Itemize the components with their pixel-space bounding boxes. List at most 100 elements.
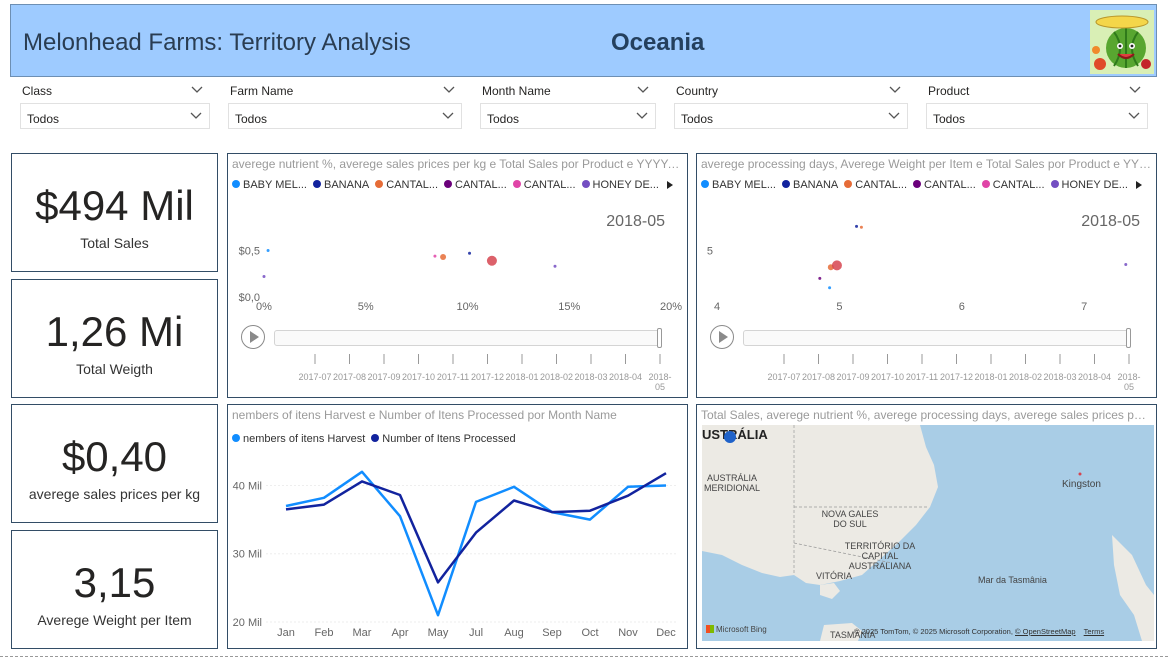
slicer-dropdown[interactable]: Todos <box>20 103 210 129</box>
legend-label: BANANA <box>324 179 370 191</box>
report-header: Melonhead Farms: Territory Analysis Ocea… <box>10 4 1157 77</box>
x-tick-label: 6 <box>959 301 965 313</box>
legend-item[interactable]: CANTAL... <box>512 179 576 191</box>
kpi-card-total-sales[interactable]: $494 Mil Total Sales <box>11 153 218 272</box>
legend-item[interactable]: BABY MEL... <box>232 179 307 191</box>
legend-dot <box>444 180 453 188</box>
legend-dot <box>782 180 790 188</box>
legend-item[interactable]: BANANA <box>313 179 369 191</box>
x-tick-label: Oct <box>581 627 598 639</box>
scatter-chart-nutrient-price[interactable]: averege nutrient %, averege sales prices… <box>227 153 688 398</box>
slicer-farm-name[interactable]: Farm Name Todos <box>228 82 462 130</box>
timeline-tick-label: 2017-10 <box>871 372 904 382</box>
x-tick-label: 7 <box>1081 301 1087 313</box>
map-label-state: AUSTRÁLIA MERIDIONAL <box>704 473 761 493</box>
x-tick-label: May <box>428 627 449 639</box>
slicer-label: Month Name <box>482 84 551 98</box>
legend-dot <box>512 180 521 188</box>
timeline-tick-label: 2017-11 <box>906 372 938 382</box>
timeline-tick-label: 2018-04 <box>1078 372 1111 382</box>
legend-next-arrow-icon[interactable] <box>1136 181 1142 189</box>
collapse-chevron-icon[interactable] <box>1128 83 1142 97</box>
legend-item[interactable]: CANTAL... <box>444 179 507 191</box>
collapse-chevron-icon[interactable] <box>888 83 902 97</box>
legend-dot <box>313 180 321 188</box>
data-point <box>818 276 822 280</box>
legend-dot <box>581 180 590 188</box>
collapse-chevron-icon[interactable] <box>442 83 456 97</box>
chevron-down-icon[interactable] <box>887 109 901 123</box>
series-line <box>285 470 667 617</box>
slicer-product[interactable]: Product Todos <box>926 82 1148 130</box>
map-land-shapes <box>702 425 1154 641</box>
play-button[interactable] <box>241 325 265 349</box>
chevron-down-icon[interactable] <box>1127 109 1141 123</box>
timeline-slider[interactable] <box>743 328 1131 348</box>
timeline-tick-label: 2017-11 <box>437 372 469 382</box>
slicer-dropdown[interactable]: Todos <box>926 103 1148 129</box>
kpi-card-avg-sales-price[interactable]: $0,40 averege sales prices per kg <box>11 404 218 523</box>
map-copyright: © 2025 TomTom, © 2025 Microsoft Corporat… <box>854 627 1013 636</box>
legend-dot <box>1050 180 1059 188</box>
collapse-chevron-icon[interactable] <box>190 83 204 97</box>
slicer-class[interactable]: Class Todos <box>20 82 210 130</box>
legend-label: CANTAL... <box>523 179 576 191</box>
slicer-month-name[interactable]: Month Name Todos <box>480 82 656 130</box>
scatter-chart-processing-weight[interactable]: averege processing days, Averege Weight … <box>696 153 1157 398</box>
slicer-label: Country <box>676 84 719 98</box>
collapse-chevron-icon[interactable] <box>636 83 650 97</box>
legend-item[interactable]: nembers of itens Harvest <box>232 433 365 445</box>
timeline-slider-handle[interactable] <box>1126 328 1131 348</box>
chevron-down-icon[interactable] <box>189 109 203 123</box>
line-chart-harvest-processed[interactable]: nembers of itens Harvest e Number of Ite… <box>227 404 688 649</box>
map-canvas[interactable]: USTRÁLIA AUSTRÁLIA MERIDIONAL NOVA GALES… <box>702 425 1154 641</box>
legend-dot <box>913 180 922 188</box>
kpi-card-total-weight[interactable]: 1,26 Mi Total Weigth <box>11 279 218 398</box>
timeline-slider-handle[interactable] <box>657 328 662 348</box>
line-plot-area: 20 Mil 30 Mil 40 Mil Jan Feb Mar Apr May Jul Aug S… <box>233 470 676 639</box>
legend-item[interactable]: CANTAL... <box>375 179 438 191</box>
map-bubble-australia[interactable] <box>724 431 736 443</box>
slicer-value: Todos <box>27 112 60 126</box>
slicer-country[interactable]: Country Todos <box>674 82 908 130</box>
chevron-down-icon[interactable] <box>635 109 649 123</box>
slicer-dropdown[interactable]: Todos <box>228 103 462 129</box>
legend-label: CANTAL... <box>855 179 908 191</box>
osm-link[interactable]: © OpenStreetMap <box>1015 627 1076 636</box>
legend-next-arrow-icon[interactable] <box>667 181 673 189</box>
slicer-label: Product <box>928 84 970 98</box>
terms-link[interactable]: Terms <box>1083 627 1105 636</box>
legend-item[interactable]: CANTAL... <box>844 179 907 191</box>
legend-item[interactable]: CANTAL... <box>913 179 976 191</box>
legend-dot <box>981 180 990 188</box>
timeline-axis: 2017-07 2017-08 2017-09 2017-10 2017-11 2017-… <box>767 354 1141 392</box>
timeline-tick-label: 2017-09 <box>836 372 869 382</box>
timeline-tick-label: 2017-08 <box>802 372 835 382</box>
map-brand-text: Microsoft Bing <box>716 625 767 634</box>
legend-label: HONEY DE... <box>1061 179 1128 191</box>
timeline-slider[interactable] <box>274 328 662 348</box>
data-point <box>859 225 863 229</box>
timeline-tick-label: 2018-02 <box>540 372 573 382</box>
legend-label: nembers of itens Harvest <box>243 433 366 445</box>
slicer-dropdown[interactable]: Todos <box>674 103 908 129</box>
x-tick-label: Apr <box>391 627 408 639</box>
map-label-city: Kingston <box>1062 479 1101 490</box>
legend-item[interactable]: BANANA <box>782 179 838 191</box>
legend-item[interactable]: CANTAL... <box>981 179 1045 191</box>
slicer-dropdown[interactable]: Todos <box>480 103 656 129</box>
chevron-down-icon[interactable] <box>441 109 455 123</box>
legend-item[interactable]: Number of Itens Processed <box>371 433 516 445</box>
legend-label: CANTAL... <box>924 179 976 191</box>
kpi-card-avg-weight-per-item[interactable]: 3,15 Averege Weight per Item <box>11 530 218 649</box>
play-button[interactable] <box>710 325 734 349</box>
x-tick-label: 20% <box>660 301 682 313</box>
legend-item[interactable]: HONEY DE... <box>1050 179 1128 191</box>
legend-item[interactable]: BABY MEL... <box>701 179 776 191</box>
map-visual[interactable]: Total Sales, averege nutrient %, averege… <box>696 404 1157 649</box>
legend-item[interactable]: HONEY DE... <box>581 179 659 191</box>
timeline-tick-label: 05 <box>655 382 665 392</box>
legend-dot <box>232 180 240 188</box>
map-label-state: TERRITÓRIO DA CAPITAL AUSTRALIANA <box>844 541 916 571</box>
timeline-axis: 2017-07 2017-08 2017-09 2017-10 2017-11 2017-… <box>298 354 672 392</box>
